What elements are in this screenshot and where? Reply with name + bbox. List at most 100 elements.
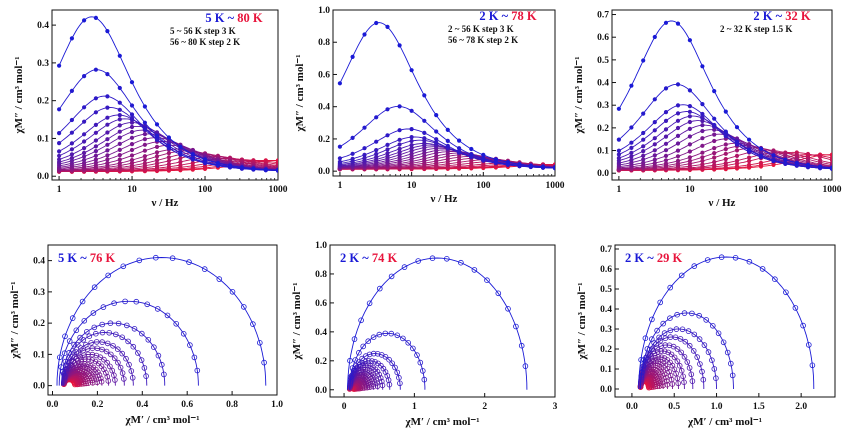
data-point [686, 365, 693, 371]
data-point [133, 298, 140, 305]
data-point [120, 263, 127, 270]
data-point [409, 138, 414, 144]
data-point [105, 153, 110, 158]
range-high: 32 K [785, 9, 811, 23]
temperature-range-label: 2 K ~ 74 K [340, 251, 398, 265]
data-point [687, 155, 693, 160]
data-point [105, 94, 110, 99]
data-point [616, 106, 622, 111]
data-point [394, 332, 401, 339]
x-tick-label: 1000 [546, 181, 565, 191]
data-point [111, 300, 117, 307]
data-point [256, 339, 263, 346]
y-tick-label: 0.0 [33, 382, 45, 392]
data-point [669, 381, 676, 387]
data-point [366, 300, 373, 307]
plot-area [637, 254, 816, 391]
data-point [700, 128, 705, 134]
data-point [672, 334, 679, 341]
y-tick-label: 0.7 [600, 245, 612, 255]
series-3 [638, 326, 719, 389]
data-point [93, 330, 99, 337]
data-point [374, 20, 379, 26]
data-point [818, 154, 823, 159]
data-point [100, 304, 107, 310]
temperature-range-label: 5 K ~ 80 K [205, 11, 263, 25]
data-point [93, 67, 98, 72]
data-point [370, 334, 377, 341]
data-point [663, 127, 669, 132]
data-point [687, 114, 693, 119]
data-point [747, 137, 752, 142]
data-point [758, 153, 764, 158]
data-point [187, 342, 193, 348]
data-point [106, 329, 112, 336]
x-tick-label: 1.0 [271, 400, 283, 410]
data-point [105, 137, 110, 142]
data-point [104, 359, 110, 366]
data-point [663, 158, 669, 163]
data-point [82, 356, 88, 362]
data-point [638, 356, 644, 363]
x-tick-label: 0.5 [668, 402, 680, 412]
data-point [104, 373, 111, 380]
data-point [81, 317, 88, 324]
x-tick-label: 1000 [823, 185, 842, 195]
data-point [682, 338, 689, 345]
data-point [712, 127, 717, 132]
data-point [337, 156, 342, 161]
fit-line [63, 341, 134, 386]
data-point [652, 34, 657, 40]
range-sep: ~ [359, 251, 372, 265]
data-point [829, 165, 832, 170]
data-point [675, 380, 681, 387]
data-point [687, 88, 693, 93]
data-point [169, 255, 176, 262]
temperature-range-label: 5 K ~ 76 K [58, 251, 116, 265]
data-point [359, 355, 365, 362]
data-point [641, 149, 646, 154]
data-point [663, 110, 669, 115]
y-tick-label: 0.7 [597, 11, 609, 21]
data-point [350, 54, 355, 60]
data-point [362, 32, 367, 37]
data-point [700, 143, 705, 148]
data-point [129, 158, 135, 163]
data-point [713, 375, 719, 382]
y-tick-label: 0.0 [315, 386, 327, 396]
data-point [129, 374, 136, 381]
x-axis-label: ν / Hz [708, 197, 736, 209]
data-point [93, 160, 98, 165]
y-tick-label: 0.5 [600, 285, 612, 295]
data-point [675, 111, 681, 116]
data-point [655, 358, 661, 365]
data-point [704, 257, 711, 263]
data-point [142, 120, 147, 125]
plot-frame [329, 244, 556, 398]
y-tick-label: 0.4 [597, 79, 609, 89]
y-tick-label: 0.1 [600, 365, 612, 375]
y-tick-label: 0.2 [600, 345, 612, 355]
data-point [350, 156, 355, 161]
y-tick-label: 0.1 [37, 134, 49, 144]
data-point [126, 361, 132, 368]
y-axis-label: χM″ / cm³ mol⁻¹ [576, 282, 588, 360]
x-tick-label: 10 [127, 185, 137, 195]
data-point [99, 346, 105, 353]
data-point [96, 372, 103, 378]
data-point [125, 338, 131, 345]
data-point [700, 118, 705, 124]
data-point [680, 373, 686, 380]
data-point [809, 362, 816, 369]
data-point [365, 358, 372, 364]
data-point [434, 129, 439, 134]
x-tick-label: 1.0 [711, 402, 723, 412]
data-point [734, 148, 740, 153]
data-point [57, 63, 62, 68]
data-point [712, 138, 717, 144]
data-point [641, 144, 646, 149]
data-point [681, 353, 688, 360]
data-point [660, 382, 666, 389]
data-point [445, 127, 450, 132]
data-point [805, 342, 812, 348]
